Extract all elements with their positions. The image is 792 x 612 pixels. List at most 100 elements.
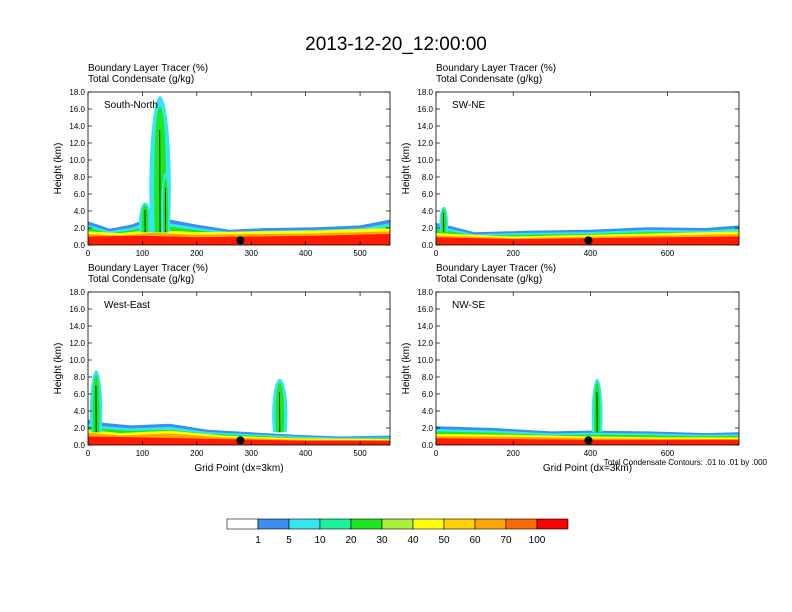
x-tick-label: 400	[299, 249, 313, 258]
panel-field	[436, 378, 739, 445]
colorbar-swatch	[412, 518, 445, 530]
panel-4: Boundary Layer Tracer (%)Total Condensat…	[401, 263, 740, 474]
y-tick-label: 12.0	[417, 139, 433, 148]
y-tick-label: 14.0	[417, 122, 433, 131]
x-tick-label: 600	[661, 449, 675, 458]
panel-field	[88, 370, 390, 445]
y-tick-label: 18.0	[417, 288, 433, 297]
y-tick-label: 18.0	[417, 88, 433, 97]
y-tick-label: 4.0	[422, 407, 434, 416]
x-tick-label: 200	[190, 249, 204, 258]
y-tick-label: 4.0	[74, 207, 86, 216]
panel-header-condensate: Total Condensate (g/kg)	[436, 74, 542, 85]
y-tick-label: 10.0	[417, 156, 433, 165]
colorbar-swatch	[350, 518, 383, 530]
x-tick-label: 400	[299, 449, 313, 458]
surface-site-marker	[584, 436, 593, 445]
panels: Boundary Layer Tracer (%)Total Condensat…	[53, 63, 740, 474]
y-tick-label: 16.0	[417, 305, 433, 314]
panel-2: Boundary Layer Tracer (%)Total Condensat…	[401, 63, 740, 258]
x-tick-label: 400	[584, 249, 598, 258]
y-tick-label: 6.0	[422, 390, 434, 399]
panel-label: South-North	[104, 100, 158, 111]
y-tick-label: 16.0	[417, 105, 433, 114]
x-tick-label: 300	[245, 449, 259, 458]
x-tick-label: 200	[507, 449, 521, 458]
y-tick-label: 12.0	[417, 339, 433, 348]
colorbar-label: 70	[500, 535, 512, 546]
y-tick-label: 16.0	[69, 305, 85, 314]
x-tick-label: 200	[507, 249, 521, 258]
y-tick-label: 8.0	[74, 173, 86, 182]
colorbar-swatch	[443, 518, 476, 530]
colorbar-label: 100	[529, 535, 546, 546]
y-tick-label: 0.0	[74, 441, 86, 450]
colorbar-label: 1	[255, 535, 261, 546]
figure-title: 2013-12-20_12:00:00	[305, 34, 487, 55]
x-tick-label: 100	[136, 249, 150, 258]
y-tick-label: 14.0	[69, 122, 85, 131]
colorbar-swatch	[381, 518, 414, 530]
y-axis-label: Height (km)	[53, 343, 64, 395]
panel-label: West-East	[104, 300, 150, 311]
x-tick-label: 400	[584, 449, 598, 458]
x-tick-label: 0	[86, 249, 91, 258]
y-tick-label: 12.0	[69, 339, 85, 348]
x-tick-label: 0	[86, 449, 91, 458]
colorbar-label: 50	[438, 535, 450, 546]
colorbar-swatch	[536, 518, 569, 530]
x-tick-label: 300	[245, 249, 259, 258]
y-axis-label: Height (km)	[401, 143, 412, 195]
panel-label: NW-SE	[452, 300, 485, 311]
y-tick-label: 8.0	[74, 373, 86, 382]
x-tick-label: 200	[190, 449, 204, 458]
y-tick-label: 8.0	[422, 373, 434, 382]
x-tick-label: 500	[353, 449, 367, 458]
y-tick-label: 6.0	[74, 390, 86, 399]
panel-frame	[435, 291, 740, 446]
colorbar-swatch	[257, 518, 290, 530]
colorbar-label: 40	[407, 535, 419, 546]
panel-frame	[87, 91, 391, 246]
x-tick-label: 0	[434, 249, 439, 258]
y-tick-label: 10.0	[69, 356, 85, 365]
y-tick-label: 12.0	[69, 139, 85, 148]
panel-1: Boundary Layer Tracer (%)Total Condensat…	[53, 63, 391, 258]
surface-site-marker	[236, 236, 245, 245]
y-tick-label: 18.0	[69, 88, 85, 97]
y-tick-label: 16.0	[69, 105, 85, 114]
x-axis-label: Grid Point (dx=3km)	[543, 463, 632, 474]
panel-3: Boundary Layer Tracer (%)Total Condensat…	[53, 263, 391, 474]
colorbar: 1 5 10 20 30 40 50 60 70 100	[226, 518, 569, 546]
panel-label: SW-NE	[452, 100, 485, 111]
y-tick-label: 10.0	[69, 156, 85, 165]
y-tick-label: 0.0	[422, 441, 434, 450]
colorbar-label: 20	[345, 535, 357, 546]
y-tick-label: 6.0	[74, 190, 86, 199]
contour-footnote: Total Condensate Contours: .01 to .01 by…	[604, 458, 768, 467]
x-tick-label: 100	[136, 449, 150, 458]
y-axis-label: Height (km)	[401, 343, 412, 395]
colorbar-label: 60	[469, 535, 481, 546]
panel-frame	[87, 291, 391, 446]
colorbar-label: 5	[286, 535, 292, 546]
y-tick-label: 2.0	[74, 424, 86, 433]
colorbar-swatch	[474, 518, 507, 530]
panel-header-condensate: Total Condensate (g/kg)	[88, 274, 194, 285]
panel-header-tracer: Boundary Layer Tracer (%)	[436, 263, 556, 274]
y-tick-label: 14.0	[69, 322, 85, 331]
panel-frame	[435, 91, 740, 246]
panel-header-tracer: Boundary Layer Tracer (%)	[88, 63, 208, 74]
panel-header-condensate: Total Condensate (g/kg)	[88, 74, 194, 85]
y-tick-label: 0.0	[422, 241, 434, 250]
colorbar-swatch	[319, 518, 352, 530]
x-tick-label: 600	[661, 249, 675, 258]
x-tick-label: 0	[434, 449, 439, 458]
y-tick-label: 4.0	[74, 407, 86, 416]
y-axis-label: Height (km)	[53, 143, 64, 195]
colorbar-label: 30	[376, 535, 388, 546]
panel-header-tracer: Boundary Layer Tracer (%)	[88, 263, 208, 274]
y-tick-label: 14.0	[417, 322, 433, 331]
y-tick-label: 2.0	[422, 424, 434, 433]
